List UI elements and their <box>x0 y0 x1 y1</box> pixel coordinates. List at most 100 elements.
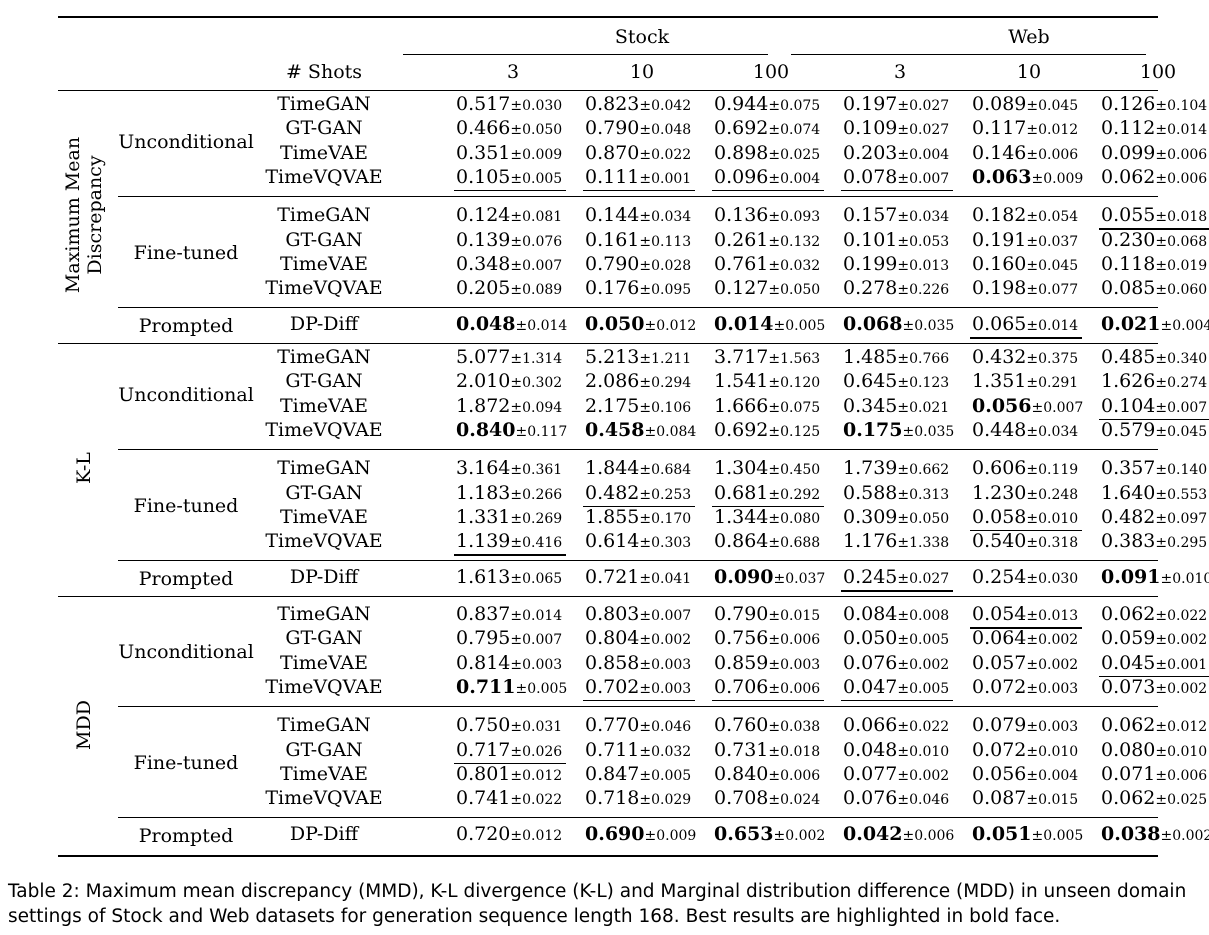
cell-std: ±0.012 <box>510 767 563 784</box>
cell-std: ±0.031 <box>510 719 563 736</box>
cell-value: 0.859 <box>714 651 769 674</box>
cell-value: 0.485 <box>1101 346 1156 368</box>
cell-value: 0.750 <box>456 714 511 737</box>
cell-value: 0.261 <box>714 228 769 251</box>
second-best-underline <box>841 699 953 702</box>
cell-std: ±0.081 <box>510 209 563 226</box>
cell-value: 0.741 <box>456 787 511 810</box>
cell-std: ±0.027 <box>897 571 950 588</box>
cell-value: 1.666 <box>714 394 769 417</box>
cell-value: 0.870 <box>585 141 640 164</box>
cell-std: ±0.045 <box>1155 423 1208 440</box>
cell-value: 0.160 <box>972 252 1027 275</box>
cell-std: ±1.211 <box>639 351 692 367</box>
cell-value: 0.858 <box>585 651 640 674</box>
cell-std: ±0.008 <box>897 608 950 624</box>
cell-value: 0.770 <box>585 714 640 737</box>
cell-value: 0.068 <box>843 313 903 336</box>
model-name: TimeVQVAE <box>265 165 383 188</box>
table-cell: 0.383±0.295 <box>1101 532 1207 551</box>
table-cell: 0.136±0.093 <box>714 206 820 225</box>
model-name: TimeVAE <box>279 394 369 417</box>
cell-value: 0.104 <box>1101 394 1156 417</box>
cell-std: ±0.022 <box>1155 608 1208 624</box>
cell-std: ±0.037 <box>773 571 826 588</box>
cell-std: ±0.022 <box>510 792 563 809</box>
cell-value: 0.309 <box>843 505 898 528</box>
table-cell: 0.588±0.313 <box>843 483 949 503</box>
cell-std: ±0.075 <box>768 98 821 114</box>
second-best-underline <box>970 529 1082 532</box>
table-cell: 0.804±0.002 <box>585 629 691 648</box>
cell-std: ±0.295 <box>1155 535 1208 552</box>
cell-value: 0.245 <box>843 566 898 589</box>
cell-value: 2.175 <box>585 394 640 417</box>
cell-std: ±0.018 <box>1155 209 1208 226</box>
cell-value: 0.062 <box>1101 787 1156 810</box>
table-cell: 0.717±0.026 <box>456 740 562 760</box>
cell-value: 1.304 <box>714 457 769 480</box>
table-cell: 0.801±0.012 <box>456 764 563 784</box>
cell-std: ±0.093 <box>768 209 821 226</box>
cell-std: ±0.010 <box>1026 743 1079 760</box>
table-cell: 0.795±0.007 <box>456 629 562 648</box>
cell-value: 0.062 <box>1101 603 1156 625</box>
cell-value: 0.760 <box>714 714 769 737</box>
cell-value: 0.055 <box>1101 204 1156 227</box>
table-cell: 0.080±0.010 <box>1101 740 1207 760</box>
cell-value: 0.681 <box>714 481 769 504</box>
cell-std: ±0.012 <box>644 318 697 335</box>
cell-std: ±0.074 <box>768 122 821 139</box>
cell-value: 0.944 <box>714 93 769 115</box>
cell-value: 0.127 <box>714 277 769 300</box>
table-cell: 0.085±0.060 <box>1101 279 1207 298</box>
cell-std: ±0.170 <box>639 510 692 527</box>
table-cell: 0.101±0.053 <box>843 230 949 250</box>
model-name: TimeVQVAE <box>265 277 383 300</box>
table-cell: 0.104±0.007 <box>1101 394 1208 417</box>
table-cell: 0.898±0.025 <box>714 143 820 163</box>
model-name: TimeGAN <box>277 714 371 737</box>
setting-label: Unconditional <box>118 383 254 406</box>
cell-std: ±0.007 <box>510 257 563 274</box>
model-name: TimeVAE <box>279 651 369 674</box>
second-best-underline <box>712 505 824 507</box>
cell-value: 0.718 <box>585 787 640 810</box>
cell-value: 0.795 <box>456 627 511 650</box>
table-cell: 0.614±0.303 <box>585 532 691 551</box>
setting-label: Prompted <box>138 314 234 337</box>
setting-label: Unconditional <box>118 130 254 153</box>
group-rule <box>118 817 1158 819</box>
cell-std: ±0.025 <box>1155 792 1208 809</box>
cell-value: 1.351 <box>972 370 1027 393</box>
cell-std: ±0.010 <box>1026 510 1079 527</box>
table-cell: 0.063±0.009 <box>972 167 1083 187</box>
table-cell: 0.050±0.005 <box>843 629 949 648</box>
cell-value: 0.731 <box>714 738 769 761</box>
model-name: GT-GAN <box>285 481 363 504</box>
cell-std: ±0.007 <box>1155 399 1208 416</box>
cell-value: 0.840 <box>456 418 516 441</box>
cell-value: 0.345 <box>843 394 898 417</box>
cell-value: 0.073 <box>1101 675 1156 698</box>
model-name: TimeGAN <box>277 204 371 227</box>
cell-std: ±0.006 <box>768 632 821 649</box>
cell-std: ±0.005 <box>639 767 692 784</box>
cell-std: ±0.450 <box>768 462 821 479</box>
model-name: DP-Diff <box>289 823 359 846</box>
table-cell: 0.741±0.022 <box>456 789 562 808</box>
cell-value: 0.118 <box>1101 252 1156 275</box>
second-best-underline <box>841 189 953 192</box>
table-cell: 0.721±0.041 <box>585 568 691 587</box>
table-cell: 3.164±0.361 <box>456 459 562 478</box>
cell-std: ±0.002 <box>1160 828 1209 845</box>
cell-value: 0.540 <box>972 530 1027 553</box>
cell-std: ±0.013 <box>1026 608 1079 624</box>
cell-std: ±0.005 <box>1031 828 1084 845</box>
table-cell: 0.144±0.034 <box>585 206 691 225</box>
cell-std: ±0.035 <box>902 423 955 440</box>
group-rule <box>118 560 1158 562</box>
group-rule <box>118 449 1158 451</box>
second-best-underline <box>454 189 566 192</box>
table-cell: 0.157±0.034 <box>843 206 949 225</box>
